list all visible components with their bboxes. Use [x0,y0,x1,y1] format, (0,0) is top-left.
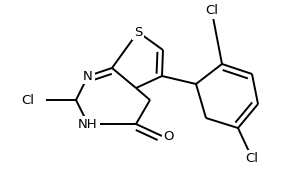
Text: Cl: Cl [245,152,258,165]
Text: Cl: Cl [22,93,35,107]
Text: N: N [83,70,93,83]
Text: O: O [164,130,174,143]
Text: NH: NH [78,117,98,130]
Text: S: S [134,25,142,39]
Text: Cl: Cl [205,4,218,17]
